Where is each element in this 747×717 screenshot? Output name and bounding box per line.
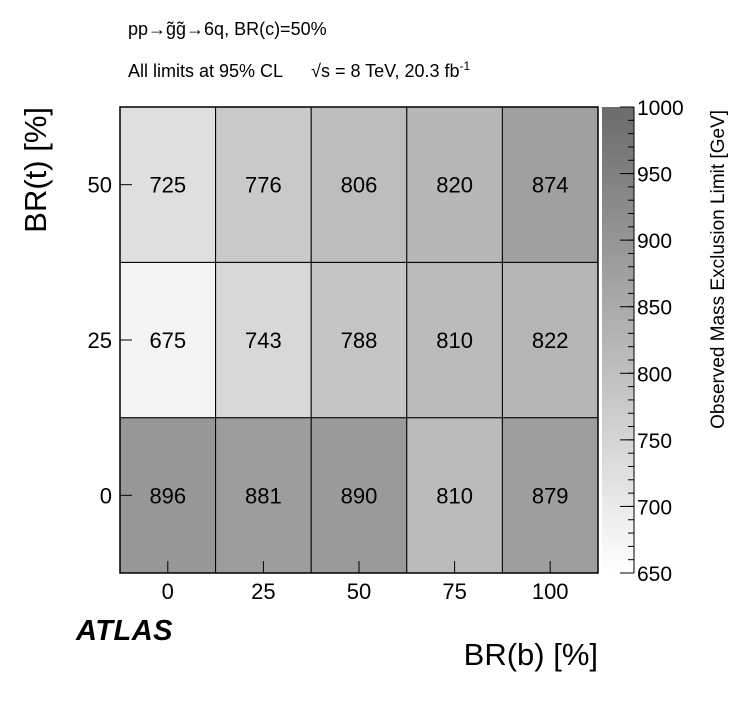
cell-value-label: 725	[149, 173, 186, 198]
color-bar-tick-label: 1000	[637, 97, 684, 120]
cell-value-label: 890	[341, 483, 378, 508]
y-axis-label: BR(t) [%]	[18, 107, 53, 233]
color-bar-tick-label: 850	[637, 297, 672, 320]
x-axis-label: BR(b) [%]	[464, 637, 598, 672]
heatmap-cell	[119, 261, 217, 419]
x-tick-label: 100	[532, 579, 569, 604]
heatmap-cell	[501, 261, 599, 419]
cell-value-label: 806	[341, 173, 378, 198]
x-tick-label: 25	[251, 579, 275, 604]
x-tick-label: 75	[442, 579, 466, 604]
color-bar-tick-label: 750	[637, 430, 672, 453]
x-tick-label: 50	[347, 579, 371, 604]
cell-value-label: 810	[436, 328, 473, 353]
heatmap-cell	[119, 106, 217, 263]
cell-value-label: 810	[436, 483, 473, 508]
heatmap-cell	[215, 417, 312, 574]
heatmap-cell	[310, 417, 408, 574]
cell-value-label: 896	[149, 483, 186, 508]
cell-value-label: 788	[341, 328, 378, 353]
heatmap-cell	[310, 261, 408, 419]
color-bar-tick-label: 950	[637, 164, 672, 187]
color-bar-tick-label: 650	[637, 563, 672, 586]
atlas-logo: ATLAS	[76, 615, 174, 647]
luminosity-exponent: -1	[459, 59, 471, 73]
chart-subtitle: All limits at 95% CL √s = 8 TeV, 20.3 fb-…	[128, 59, 470, 82]
y-tick-label: 50	[88, 173, 112, 198]
cell-value-label: 879	[532, 483, 569, 508]
cell-value-label: 776	[245, 173, 282, 198]
color-bar-tick-label: 700	[637, 496, 672, 519]
color-bar-tick-label: 800	[637, 363, 672, 386]
cl-label: All limits at 95% CL	[128, 61, 284, 81]
cell-value-label: 743	[245, 328, 282, 353]
y-tick-label: 0	[100, 483, 112, 508]
heatmap-cell	[310, 106, 408, 263]
cell-value-label: 874	[532, 173, 569, 198]
cell-value-label: 675	[149, 328, 186, 353]
cell-value-label: 881	[245, 483, 282, 508]
cell-value-label: 820	[436, 173, 473, 198]
x-tick-label: 0	[162, 579, 174, 604]
cell-value-label: 822	[532, 328, 569, 353]
chart-title: pp→g̃g̃→6q, BR(c)=50%	[128, 19, 327, 39]
energy-luminosity-label: √s = 8 TeV, 20.3 fb	[311, 61, 460, 81]
heatmap-cell	[501, 417, 599, 574]
color-bar-label: Observed Mass Exclusion Limit [GeV]	[708, 110, 729, 429]
y-tick-label: 25	[88, 328, 112, 353]
heatmap-cell	[215, 106, 312, 263]
heatmap-cell	[501, 106, 599, 263]
color-bar	[602, 107, 634, 573]
heatmap-cell	[406, 417, 503, 574]
color-bar-tick-label: 900	[637, 230, 672, 253]
